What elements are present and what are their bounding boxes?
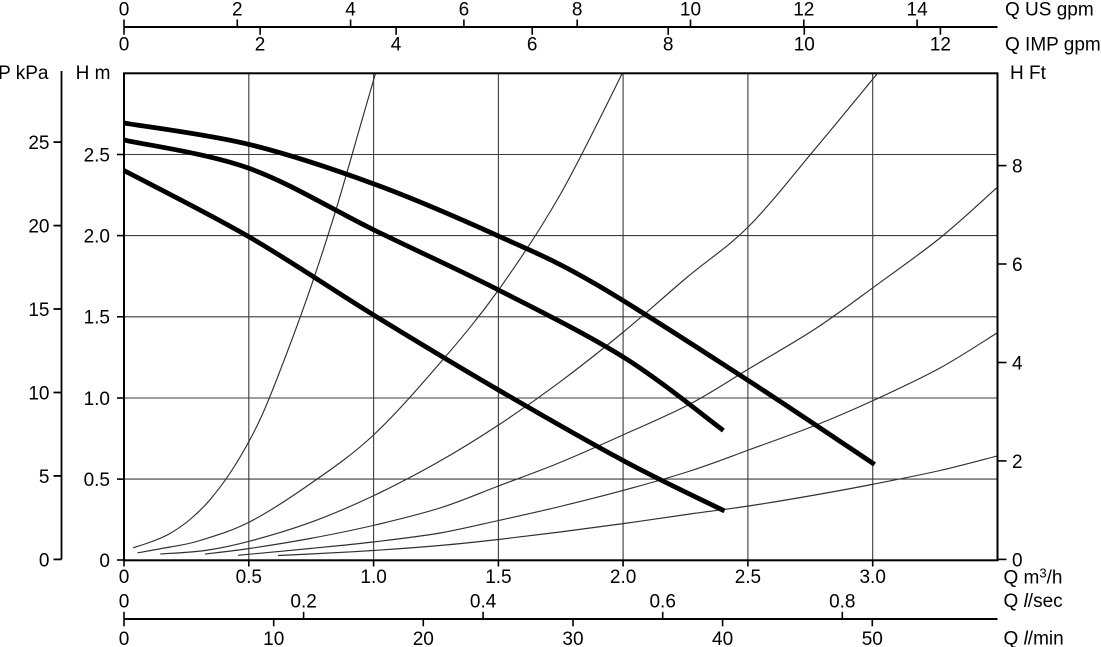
svg-text:4: 4 — [1012, 353, 1023, 374]
svg-text:0: 0 — [119, 591, 130, 612]
svg-text:14: 14 — [907, 0, 929, 20]
svg-text:Q IMP gpm: Q IMP gpm — [1005, 35, 1101, 56]
svg-text:4: 4 — [345, 0, 356, 20]
svg-text:8: 8 — [663, 35, 674, 56]
svg-text:0: 0 — [39, 550, 50, 571]
svg-text:10: 10 — [680, 0, 701, 20]
svg-text:2.0: 2.0 — [610, 567, 636, 588]
svg-text:Q l/min: Q l/min — [1004, 629, 1064, 647]
svg-text:Q US gpm: Q US gpm — [1005, 0, 1094, 20]
svg-text:0.8: 0.8 — [829, 591, 855, 612]
svg-text:40: 40 — [712, 629, 733, 647]
svg-text:0: 0 — [119, 567, 130, 588]
svg-text:0: 0 — [119, 629, 130, 647]
svg-text:2.5: 2.5 — [84, 145, 110, 166]
svg-text:8: 8 — [1012, 157, 1023, 178]
svg-text:0.5: 0.5 — [84, 470, 110, 491]
svg-text:5: 5 — [39, 467, 50, 488]
svg-text:12: 12 — [793, 0, 814, 20]
svg-text:0.6: 0.6 — [649, 591, 675, 612]
svg-text:1.5: 1.5 — [485, 567, 511, 588]
svg-text:30: 30 — [562, 629, 583, 647]
svg-text:10: 10 — [263, 629, 284, 647]
svg-text:2.0: 2.0 — [84, 227, 110, 248]
svg-text:P kPa: P kPa — [0, 63, 49, 84]
svg-text:20: 20 — [413, 629, 434, 647]
svg-text:H Ft: H Ft — [1010, 63, 1047, 84]
svg-text:0: 0 — [99, 551, 110, 572]
svg-text:20: 20 — [28, 217, 49, 238]
svg-text:2: 2 — [255, 35, 266, 56]
svg-text:6: 6 — [1012, 255, 1023, 276]
svg-text:1.0: 1.0 — [84, 389, 110, 410]
svg-text:2.5: 2.5 — [735, 567, 761, 588]
svg-text:Q m3/h: Q m3/h — [1004, 565, 1063, 588]
svg-text:2: 2 — [1012, 452, 1023, 473]
svg-text:0.4: 0.4 — [470, 591, 497, 612]
svg-text:10: 10 — [28, 383, 49, 404]
svg-text:25: 25 — [28, 133, 49, 154]
svg-text:4: 4 — [391, 35, 402, 56]
svg-text:H m: H m — [76, 63, 111, 84]
svg-text:2: 2 — [232, 0, 243, 20]
svg-text:10: 10 — [794, 35, 815, 56]
svg-text:0.5: 0.5 — [236, 567, 262, 588]
svg-text:12: 12 — [930, 35, 951, 56]
svg-text:15: 15 — [28, 300, 49, 321]
svg-text:1.5: 1.5 — [84, 308, 110, 329]
svg-text:3.0: 3.0 — [859, 567, 885, 588]
svg-text:Q l/sec: Q l/sec — [1004, 591, 1063, 612]
svg-text:0.2: 0.2 — [290, 591, 316, 612]
svg-text:0: 0 — [119, 0, 130, 20]
svg-text:6: 6 — [459, 0, 470, 20]
svg-text:6: 6 — [527, 35, 538, 56]
svg-text:1.0: 1.0 — [360, 567, 386, 588]
svg-text:0: 0 — [1012, 550, 1023, 571]
svg-text:50: 50 — [862, 629, 883, 647]
svg-text:8: 8 — [572, 0, 583, 20]
svg-text:0: 0 — [119, 35, 130, 56]
